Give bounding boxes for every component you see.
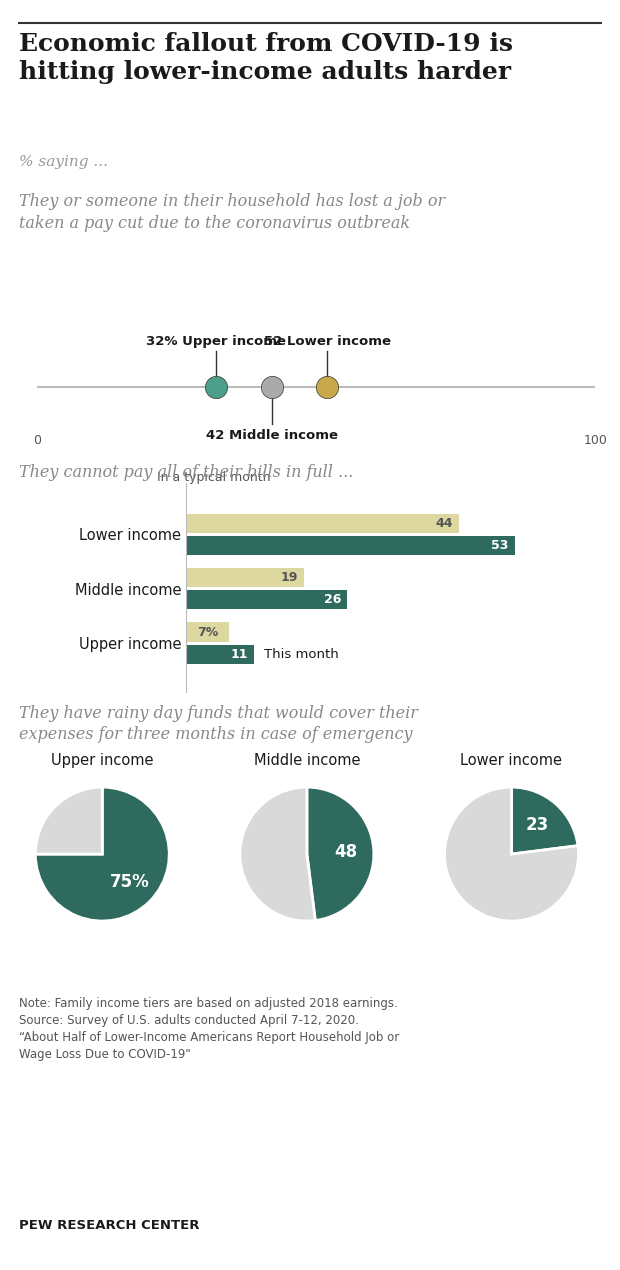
Title: Middle income: Middle income (254, 753, 360, 768)
Text: PEW RESEARCH CENTER: PEW RESEARCH CENTER (19, 1219, 199, 1232)
Wedge shape (445, 787, 578, 921)
Wedge shape (307, 787, 374, 921)
Text: 75%: 75% (110, 872, 149, 890)
Text: 48: 48 (334, 842, 357, 861)
Text: 44: 44 (435, 517, 453, 530)
Text: This month: This month (264, 648, 339, 660)
Wedge shape (35, 787, 169, 921)
Text: 53: 53 (491, 538, 508, 552)
Text: They or someone in their household has lost a job or
taken a pay cut due to the : They or someone in their household has l… (19, 193, 445, 231)
Text: In a typical month: In a typical month (157, 471, 271, 484)
Bar (186, 568, 304, 587)
Text: 42 Middle income: 42 Middle income (206, 429, 337, 442)
Text: % saying ...: % saying ... (19, 155, 108, 169)
Text: 23: 23 (526, 815, 549, 834)
Text: 19: 19 (280, 572, 298, 584)
Title: Upper income: Upper income (51, 753, 154, 768)
Wedge shape (512, 787, 578, 855)
Text: 100: 100 (583, 434, 607, 447)
Text: 32% Upper income: 32% Upper income (146, 335, 286, 348)
Text: They have rainy day funds that would cover their
expenses for three months in ca: They have rainy day funds that would cov… (19, 705, 417, 743)
Bar (186, 645, 254, 664)
Text: Note: Family income tiers are based on adjusted 2018 earnings.
Source: Survey of: Note: Family income tiers are based on a… (19, 997, 399, 1060)
Text: 7%: 7% (197, 626, 218, 639)
Bar (186, 536, 515, 555)
Bar (186, 513, 459, 532)
Text: 52 Lower income: 52 Lower income (264, 335, 391, 348)
Text: They cannot pay all of their bills in full ...: They cannot pay all of their bills in fu… (19, 464, 353, 480)
Bar (186, 591, 347, 610)
Title: Lower income: Lower income (461, 753, 562, 768)
Text: 26: 26 (324, 593, 341, 606)
Text: Economic fallout from COVID-19 is
hitting lower-income adults harder: Economic fallout from COVID-19 is hittin… (19, 32, 513, 84)
Wedge shape (35, 787, 102, 855)
Bar (186, 622, 229, 641)
Text: 0: 0 (33, 434, 41, 447)
Text: 11: 11 (231, 648, 248, 660)
Wedge shape (240, 787, 316, 921)
